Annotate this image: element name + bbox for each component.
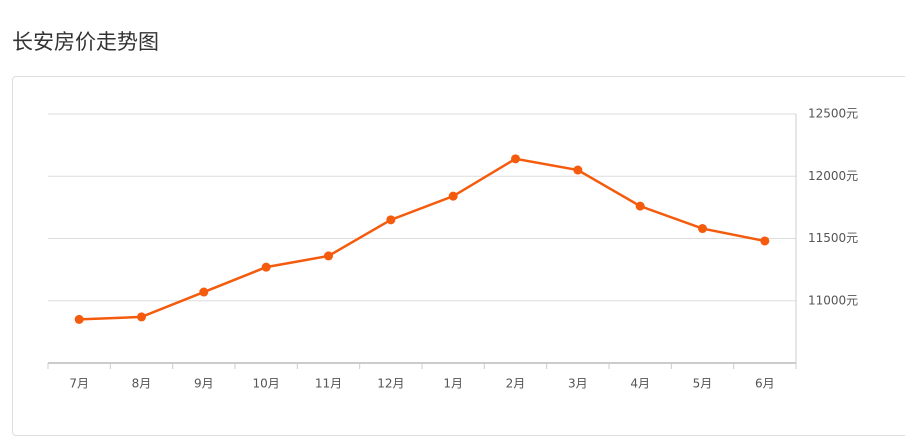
y-tick-label: 11000元 [808,293,858,307]
point [698,224,707,234]
page: {"chart_data": {"type": "line", "title":… [12,30,905,436]
y-tick-label: 12000元 [808,169,858,183]
point [573,165,583,175]
y-tick-label: 12500元 [808,107,858,121]
point [760,236,770,246]
x-tick-label: 10月 [253,377,280,391]
x-tick-label: 2月 [506,377,526,391]
point [448,191,458,201]
point [137,312,146,322]
point [635,201,645,211]
x-tick-label: 11月 [315,377,342,391]
page-title: 长安房价走势图 [12,30,159,54]
x-tick-label: 1月 [443,377,463,391]
x-tick-label: 7月 [69,377,89,391]
y-tick-label: 11500元 [808,231,858,245]
point [386,215,396,225]
x-tick-label: 9月 [194,377,214,391]
x-tick-label: 3月 [568,377,588,391]
x-tick-label: 6月 [755,377,775,391]
x-tick-label: 8月 [132,377,152,391]
chart: 11000元 11500元 12000元 12500元 7月 8月 9月 10月 11月 12月 1… [47,107,858,391]
point [511,154,520,164]
point [324,251,333,261]
point [74,314,84,324]
line [79,157,766,321]
x-tick-label: 4月 [630,377,650,391]
point [199,287,209,297]
x-tick-label: 12月 [377,377,404,391]
x-tick-label: 5月 [693,377,713,391]
point [261,262,271,272]
